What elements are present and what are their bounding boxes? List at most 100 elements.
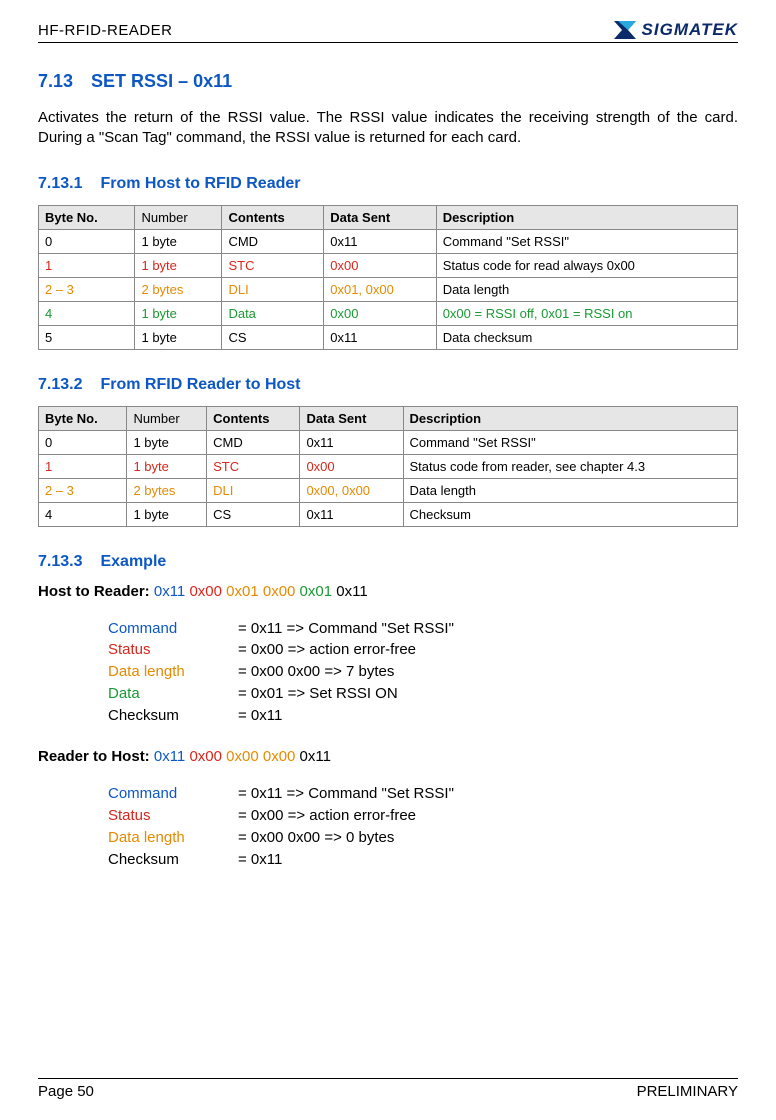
table-cell: 1 byte <box>135 325 222 349</box>
subsection-heading: 7.13.3Example <box>38 553 738 571</box>
protocol-table-host-to-reader: Byte No.NumberContentsData SentDescripti… <box>38 205 738 350</box>
table-row: 2 – 32 bytesDLI0x01, 0x00Data length <box>39 277 738 301</box>
detail-label: Data <box>108 683 238 705</box>
reader-to-host-label: Reader to Host: <box>38 748 150 765</box>
detail-value: = 0x11 <box>238 849 738 871</box>
detail-label: Data length <box>108 827 238 849</box>
hex-token: 0x00 <box>259 748 296 765</box>
section-title: SET RSSI – 0x11 <box>91 71 232 91</box>
hex-token: 0x00 <box>185 583 222 600</box>
table-header: Contents <box>222 205 324 229</box>
example-detail-row: Data= 0x01 => Set RSSI ON <box>108 683 738 705</box>
sigma-icon <box>614 21 636 39</box>
detail-value: = 0x00 0x00 => 0 bytes <box>238 827 738 849</box>
table-header: Description <box>403 406 738 430</box>
hex-token: 0x00 <box>185 748 222 765</box>
detail-value: = 0x00 => action error-free <box>238 805 738 827</box>
doc-title: HF-RFID-READER <box>38 22 173 39</box>
hex-token: 0x11 <box>332 583 368 600</box>
table-cell: Data length <box>403 478 738 502</box>
page-header: HF-RFID-READER SIGMATEK <box>38 20 738 43</box>
table-cell: 4 <box>39 301 135 325</box>
table-cell: CMD <box>222 229 324 253</box>
table-header: Description <box>436 205 737 229</box>
brand-text: SIGMATEK <box>642 20 738 40</box>
table-cell: 0x00 = RSSI off, 0x01 = RSSI on <box>436 301 737 325</box>
table-cell: 5 <box>39 325 135 349</box>
detail-value: = 0x01 => Set RSSI ON <box>238 683 738 705</box>
table-cell: 2 – 3 <box>39 277 135 301</box>
table-cell: 1 byte <box>135 229 222 253</box>
reader-to-host-tokens: 0x11 0x00 0x00 0x00 0x11 <box>154 748 331 765</box>
table-cell: 1 <box>39 253 135 277</box>
table-row: 51 byteCS0x11Data checksum <box>39 325 738 349</box>
table-cell: Status code from reader, see chapter 4.3 <box>403 454 738 478</box>
table-cell: Data checksum <box>436 325 737 349</box>
table-row: 01 byteCMD0x11Command "Set RSSI" <box>39 229 738 253</box>
table-cell: DLI <box>222 277 324 301</box>
detail-value: = 0x11 => Command "Set RSSI" <box>238 783 738 805</box>
table-cell: 0 <box>39 229 135 253</box>
hex-token: 0x00 <box>259 583 296 600</box>
table-cell: 0x00 <box>324 253 436 277</box>
detail-label: Status <box>108 639 238 661</box>
table-cell: STC <box>207 454 300 478</box>
table-cell: CS <box>222 325 324 349</box>
hex-token: 0x00 <box>222 748 259 765</box>
footer-left: Page 50 <box>38 1083 94 1100</box>
detail-value: = 0x00 => action error-free <box>238 639 738 661</box>
example-detail-row: Command= 0x11 => Command "Set RSSI" <box>108 618 738 640</box>
table-cell: 0x01, 0x00 <box>324 277 436 301</box>
detail-label: Status <box>108 805 238 827</box>
section-heading: 7.13 SET RSSI – 0x11 <box>38 71 738 92</box>
table-cell: STC <box>222 253 324 277</box>
detail-label: Data length <box>108 661 238 683</box>
subsection-title: From Host to RFID Reader <box>100 175 300 192</box>
table-row: 41 byteData0x000x00 = RSSI off, 0x01 = R… <box>39 301 738 325</box>
table-header: Data Sent <box>324 205 436 229</box>
table-header: Data Sent <box>300 406 403 430</box>
example-detail-row: Status= 0x00 => action error-free <box>108 805 738 827</box>
table-header: Number <box>135 205 222 229</box>
host-to-reader-label: Host to Reader: <box>38 583 150 600</box>
table-header: Byte No. <box>39 406 127 430</box>
hex-token: 0x11 <box>295 748 331 765</box>
hex-token: 0x11 <box>154 748 185 765</box>
table-cell: 0x11 <box>300 430 403 454</box>
example-detail-row: Checksum= 0x11 <box>108 849 738 871</box>
detail-label: Command <box>108 618 238 640</box>
table-cell: Data length <box>436 277 737 301</box>
footer-right: PRELIMINARY <box>637 1083 738 1100</box>
subsection-number: 7.13.3 <box>38 553 82 570</box>
protocol-table-reader-to-host: Byte No.NumberContentsData SentDescripti… <box>38 406 738 527</box>
table-row: 11 byteSTC0x00Status code from reader, s… <box>39 454 738 478</box>
subsection-number: 7.13.2 <box>38 376 82 393</box>
reader-to-host-line: Reader to Host: 0x11 0x00 0x00 0x00 0x11 <box>38 748 738 765</box>
table-row: 11 byteSTC0x00Status code for read alway… <box>39 253 738 277</box>
example-detail-row: Data length= 0x00 0x00 => 7 bytes <box>108 661 738 683</box>
hex-token: 0x11 <box>154 583 185 600</box>
reader-to-host-details: Command= 0x11 => Command "Set RSSI"Statu… <box>108 783 738 870</box>
table-header: Byte No. <box>39 205 135 229</box>
detail-label: Command <box>108 783 238 805</box>
table-cell: 1 byte <box>135 301 222 325</box>
section-number: 7.13 <box>38 71 73 91</box>
example-detail-row: Checksum= 0x11 <box>108 705 738 727</box>
table-cell: 1 byte <box>135 253 222 277</box>
subsection-heading: 7.13.2From RFID Reader to Host <box>38 376 738 394</box>
table-row: 2 – 32 bytesDLI0x00, 0x00Data length <box>39 478 738 502</box>
table-cell: 1 byte <box>127 430 207 454</box>
table-cell: 0 <box>39 430 127 454</box>
table-cell: CMD <box>207 430 300 454</box>
brand-logo: SIGMATEK <box>614 20 738 40</box>
table-cell: 2 – 3 <box>39 478 127 502</box>
example-detail-row: Data length= 0x00 0x00 => 0 bytes <box>108 827 738 849</box>
detail-label: Checksum <box>108 705 238 727</box>
table-cell: 0x00 <box>300 454 403 478</box>
subsection-heading: 7.13.1From Host to RFID Reader <box>38 175 738 193</box>
table-cell: 0x11 <box>324 325 436 349</box>
table-row: 41 byteCS0x11Checksum <box>39 502 738 526</box>
hex-token: 0x01 <box>222 583 259 600</box>
detail-value: = 0x00 0x00 => 7 bytes <box>238 661 738 683</box>
table-cell: Command "Set RSSI" <box>403 430 738 454</box>
